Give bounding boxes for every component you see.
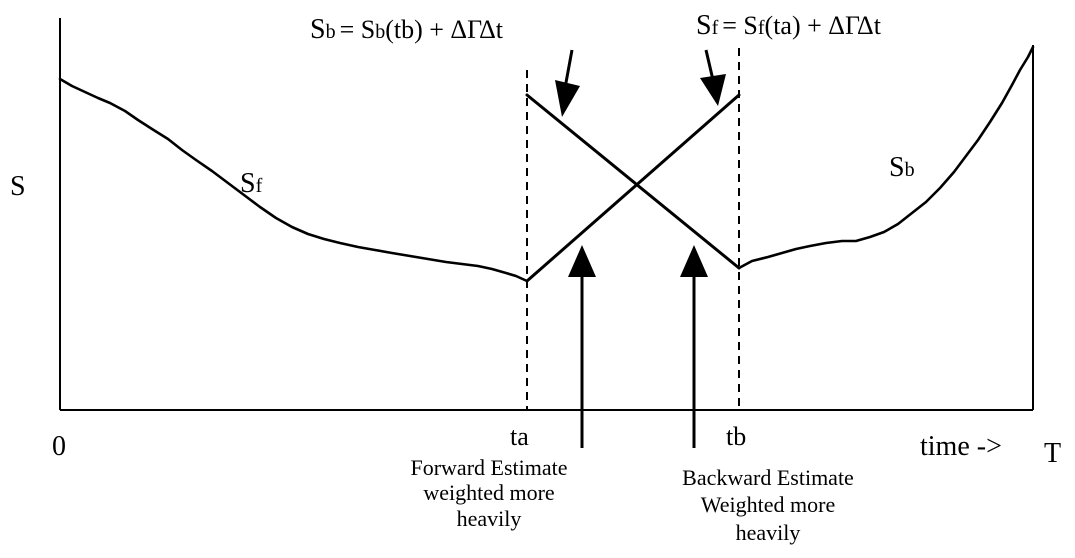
svg-text:weighted more: weighted more xyxy=(423,480,554,505)
time-axis-label: time -> xyxy=(920,431,1002,462)
forward-estimate-line xyxy=(525,93,741,283)
backward-estimate-line xyxy=(525,93,741,270)
ta-label: ta xyxy=(510,422,529,451)
arrow-to-forward-line xyxy=(700,49,726,106)
backward-equation: Sb = Sb(tb) + ΔΓΔt xyxy=(310,14,504,45)
forward-estimate-curve xyxy=(58,77,529,283)
backward-estimate-note: Backward Estimate Weighted more heavily xyxy=(682,465,854,545)
forward-equation: Sf = Sf(ta) + ΔΓΔt xyxy=(696,10,882,41)
svg-text:Forward Estimate: Forward Estimate xyxy=(410,455,567,480)
arrow-backward-note xyxy=(680,245,708,448)
forward-estimate-note: Forward Estimate weighted more heavily xyxy=(410,455,567,531)
svg-text:Backward Estimate: Backward Estimate xyxy=(682,465,854,490)
arrow-to-backward-line xyxy=(555,49,580,117)
end-label: T xyxy=(1044,438,1061,469)
svg-text:heavily: heavily xyxy=(457,506,522,531)
forward-curve-label: Sf xyxy=(240,168,263,199)
y-axis-label: S xyxy=(10,171,26,202)
origin-label: 0 xyxy=(52,431,66,462)
backward-estimate-curve xyxy=(737,45,1035,270)
arrow-forward-note xyxy=(568,245,596,448)
tb-label: tb xyxy=(726,422,746,451)
backward-curve-label: Sb xyxy=(889,152,915,183)
svg-text:heavily: heavily xyxy=(736,520,801,545)
svg-text:Weighted more: Weighted more xyxy=(701,492,835,517)
